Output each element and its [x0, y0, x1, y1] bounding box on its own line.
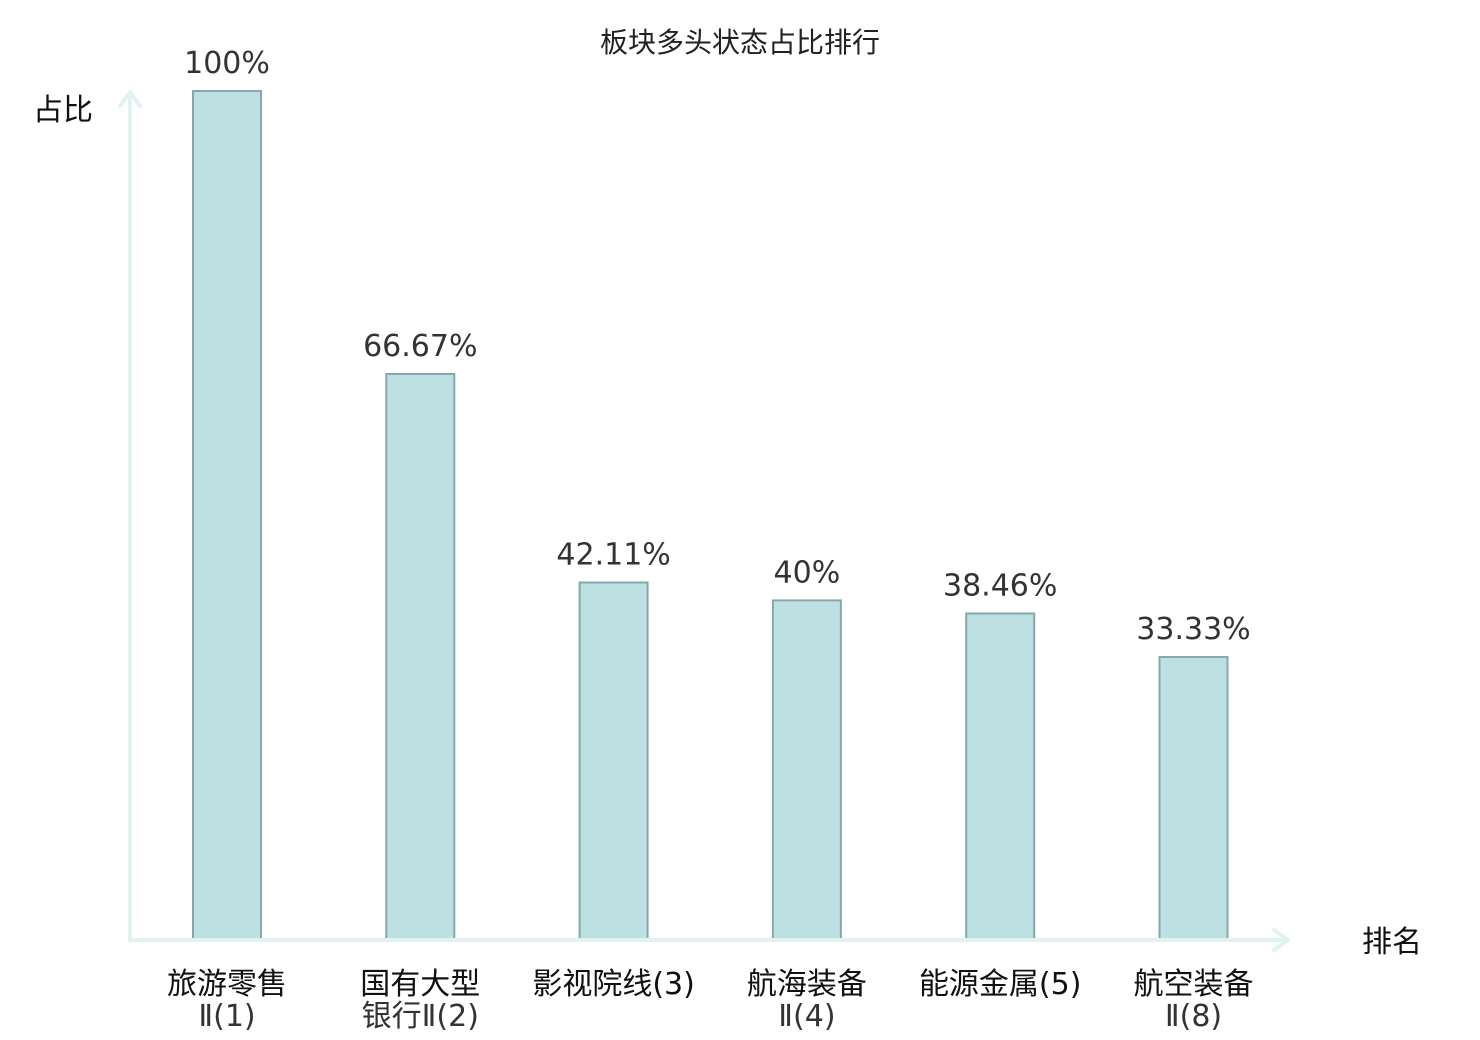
bar [385, 372, 456, 942]
data-label: 100% [184, 46, 270, 81]
y-axis [118, 90, 142, 942]
tick-label: 银行Ⅱ(2) [362, 999, 479, 1034]
chart-title: 板块多头状态占比排行 [600, 26, 880, 59]
tick-label: 航海装备 [747, 967, 867, 1002]
data-label: 66.67% [363, 329, 477, 364]
tick-label: Ⅱ(1) [198, 999, 255, 1034]
bar [965, 612, 1036, 941]
tick-label: 能源金属(5) [919, 967, 1082, 1002]
x-axis-label: 排名 [1362, 925, 1422, 960]
data-label: 42.11% [556, 537, 670, 572]
bar [578, 581, 649, 941]
tick-label: 旅游零售 [167, 967, 287, 1002]
tick-label: 国有大型 [360, 967, 480, 1002]
data-label: 38.46% [943, 568, 1057, 603]
value-labels: 100% 66.67% 42.11% 40% 38.46% 33.33% [184, 46, 1251, 647]
data-label: 40% [774, 555, 841, 590]
bar [771, 599, 842, 942]
tick-label: Ⅱ(8) [1165, 999, 1222, 1034]
tick-label: 航空装备 [1134, 967, 1254, 1002]
bar [192, 90, 262, 941]
bars [192, 90, 1229, 942]
x-axis [128, 928, 1290, 952]
tick-label: Ⅱ(4) [778, 999, 835, 1034]
tick-label: 影视院线(3) [532, 967, 695, 1002]
y-axis-label: 占比 [33, 93, 93, 128]
bar [1158, 656, 1229, 942]
data-label: 33.33% [1136, 612, 1250, 647]
